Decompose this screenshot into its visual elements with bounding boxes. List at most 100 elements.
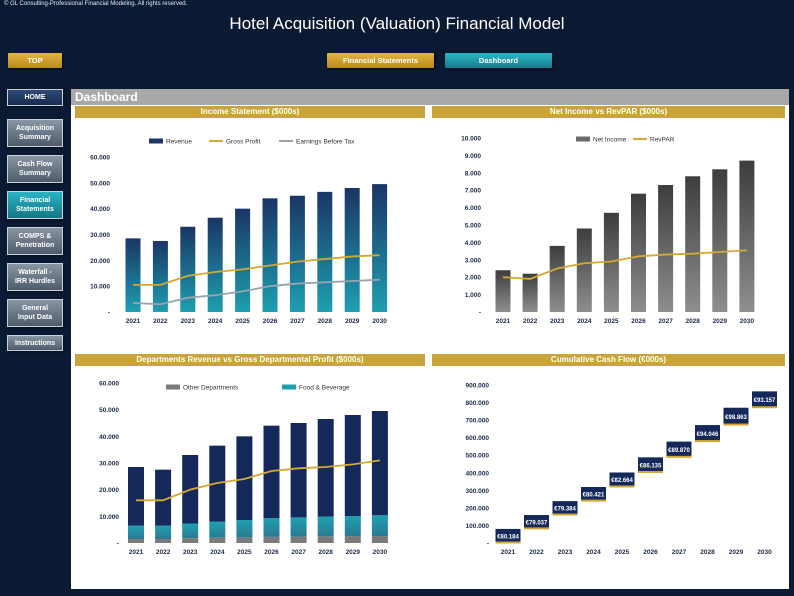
food-beverage-bar [128,525,144,539]
rooms-bar [128,467,144,526]
y-tick-label: 4.000 [465,240,482,247]
departments-revenue-chart: 60.000 50.000 40.000 30.000 20.000 10.000 - 202… [99,381,388,556]
sidebar-item-acquisition-summary[interactable]: Acquisition Summary [7,119,63,147]
x-tick-label: 2026 [631,318,646,325]
y-tick-label: 10.000 [461,136,481,143]
sidebar-item-comps-penetration[interactable]: COMPS & Penetration [7,227,63,255]
sidebar-item-label: Cash Flow Summary [17,161,53,177]
y-tick-label: 5.000 [465,223,482,230]
legend-ebt-label: Earnings Before Tax [296,139,355,146]
y-tick-label: 2.000 [465,275,482,282]
other-departments-bar [209,537,226,543]
cash-flow-data-label: €82.664 [611,478,633,484]
sidebar-item-label: General Input Data [17,305,53,321]
y-tick-label: 900.000 [466,383,490,390]
cash-flow-bar [695,425,720,442]
sidebar-item-cash-flow-summary[interactable]: Cash Flow Summary [7,155,63,183]
rooms-bar [371,411,388,516]
legend-food-beverage-label: Food & Beverage [299,385,350,392]
cash-flow-data-label: €98.863 [725,415,747,421]
food-beverage-bar [155,525,172,539]
legend-revenue-label: Revenue [166,139,192,146]
y-tick-label: 8.000 [465,170,482,177]
sidebar-item-general-input-data[interactable]: General Input Data [7,299,63,327]
y-tick-label: 600.000 [466,435,490,442]
cash-flow-base-line [552,513,578,516]
cash-flow-base-line [723,423,749,426]
food-beverage-bar [236,520,253,538]
revenue-bar [125,238,141,312]
legend-other-departments-label: Other Departments [183,385,239,392]
other-departments-bar [236,537,253,543]
revenue-bar [372,184,388,312]
y-tick-label: 20.000 [99,487,119,494]
net-income-bar [658,184,674,312]
cash-flow-data-label: €86.135 [640,463,662,469]
cash-flow-chart-title: Cumulative Cash Flow (€000s) [432,354,785,366]
food-beverage-bar [209,521,226,538]
income-statement-chart-title: Income Statement ($000s) [75,106,425,118]
x-tick-label: 2027 [291,549,306,556]
y-tick-label: 6.000 [465,205,482,212]
other-departments-bar [263,536,280,543]
x-tick-label: 2022 [523,318,538,325]
sidebar-item-label: Instructions [14,339,56,347]
x-tick-label: 2021 [496,318,511,325]
sidebar-item-label: Acquisition Summary [15,125,55,141]
sidebar-item-label: Financial Statements [16,197,54,213]
dashboard-button[interactable]: Dashboard [445,53,552,68]
x-tick-label: 2022 [529,549,544,556]
y-tick-label: 30.000 [99,461,119,468]
sidebar-item-waterfall-irr-hurdles[interactable]: Waterfall - IRR Hurdles [7,263,63,291]
sidebar-item-label: COMPS & Penetration [15,233,55,249]
revenue-bar [317,191,333,312]
food-beverage-bar [344,516,361,537]
cash-flow-data-label: €80.184 [497,534,519,540]
sidebar-item-financial-statements[interactable]: Financial Statements [7,191,63,219]
top-button[interactable]: TOP [8,53,62,68]
x-tick-label: 2025 [604,318,619,325]
y-tick-label: 400.000 [466,470,490,477]
y-tick-label: 20.000 [90,258,110,265]
food-beverage-bar [263,518,280,537]
net-income-chart-title: Net Income vs RevPAR ($000s) [432,106,785,118]
sidebar-home-button[interactable]: HOME [7,89,63,106]
net-income-bar [685,176,701,312]
net-income-bar [712,169,728,312]
cash-flow-data-label: €89.870 [668,448,690,454]
x-tick-label: 2024 [210,549,225,556]
food-beverage-bar [317,516,334,537]
y-tick-label: 3.000 [465,257,482,264]
x-tick-label: 2023 [183,549,198,556]
cash-flow-bar [552,501,578,516]
y-tick-label: 10.000 [99,514,119,521]
x-tick-label: 2029 [729,549,744,556]
y-tick-label: 9.000 [465,153,482,160]
x-tick-label: 2021 [501,549,516,556]
x-tick-label: 2028 [318,318,333,325]
y-tick-label: 500.000 [466,453,490,460]
net-income-bar [576,228,592,312]
cash-flow-base-line [666,455,692,458]
revenue-bar [262,198,278,312]
y-tick-label: 7.000 [465,188,482,195]
cash-flow-bar [495,528,521,543]
income-statement-chart: 60.000 50.000 40.000 30.000 20.000 10.000 - 202… [90,138,388,325]
sidebar-item-instructions[interactable]: Instructions [7,335,63,351]
rooms-bar [290,423,307,518]
x-tick-label: 2027 [672,549,687,556]
cash-flow-bar [638,457,663,473]
x-tick-label: 2028 [318,549,333,556]
cash-flow-bar [723,407,749,426]
financial-statements-button[interactable]: Financial Statements [327,53,434,68]
sidebar-item-label: Waterfall - IRR Hurdles [14,269,56,285]
net-income-bar [495,270,511,312]
other-departments-bar [317,536,334,543]
net-income-bar [549,245,565,312]
y-tick-label: 1.000 [465,292,482,299]
y-tick-label: 50.000 [99,407,119,414]
y-tick-label: 50.000 [90,180,110,187]
cash-flow-bar [752,391,777,408]
cash-flow-base-line [638,470,663,473]
other-departments-bar [344,536,361,543]
